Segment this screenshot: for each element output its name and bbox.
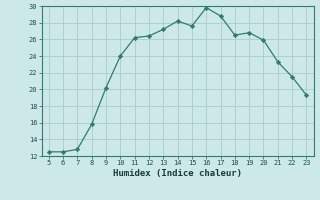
X-axis label: Humidex (Indice chaleur): Humidex (Indice chaleur) — [113, 169, 242, 178]
